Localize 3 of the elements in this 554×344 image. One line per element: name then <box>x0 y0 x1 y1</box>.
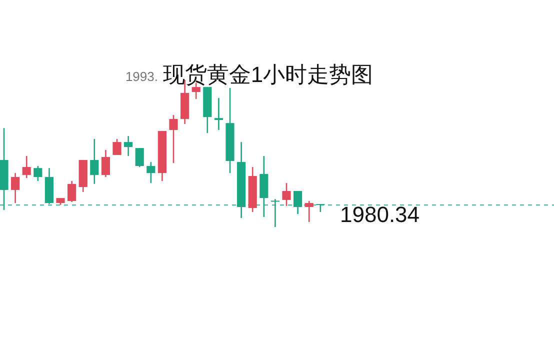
chart-title: 现货黄金1小时走势图 <box>162 62 374 87</box>
annotation: 1993. <box>125 69 158 84</box>
text: 1980.34 <box>340 202 420 227</box>
